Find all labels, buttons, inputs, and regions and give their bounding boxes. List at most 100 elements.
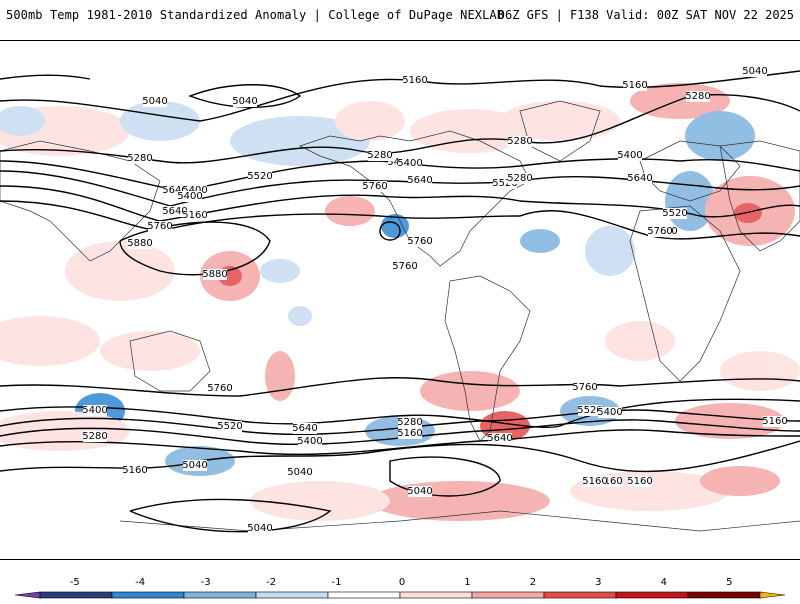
contour-label-bg xyxy=(123,465,147,476)
asia-east-outline xyxy=(719,140,800,252)
colorbar-tick-label: -5 xyxy=(70,577,80,588)
contour-5040-north xyxy=(0,74,91,80)
contour-label: 5760 xyxy=(572,382,597,393)
colorbar-tick-label: -1 xyxy=(332,577,342,588)
contour-label-bg xyxy=(743,66,767,77)
contour-label-bg xyxy=(163,206,187,217)
contour-label-bg xyxy=(128,238,152,249)
anomaly-map: 5040504051605160528050405280540056405280… xyxy=(0,40,800,560)
contour-label-bg xyxy=(763,416,787,427)
contour-label: 5520 xyxy=(247,171,272,182)
contour-label: 5160 xyxy=(182,210,207,221)
contour-label-bg xyxy=(493,178,517,189)
contour-label-bg xyxy=(508,173,532,184)
anomaly-patch xyxy=(734,203,762,223)
contour-label-bg xyxy=(408,175,432,186)
anomaly-patch xyxy=(500,101,620,141)
contour-label: 5880 xyxy=(202,269,227,280)
anomaly-patch xyxy=(120,101,200,141)
contour-label: 5160 xyxy=(397,428,422,439)
colorbar-max-arrow xyxy=(759,591,786,599)
contour-label: 5400 xyxy=(397,158,422,169)
contour-label-bg xyxy=(183,210,207,221)
contour-label-bg xyxy=(83,431,107,442)
contour-label: 5160 xyxy=(582,476,607,487)
contour-5520-south xyxy=(0,409,800,436)
contour-label: 5040 xyxy=(407,486,432,497)
contour-label: 5640 xyxy=(487,433,512,444)
contour-label-bg xyxy=(686,91,710,102)
anomaly-patch xyxy=(420,371,520,411)
contour-label-bg xyxy=(293,423,317,434)
contour-label: 5760 xyxy=(362,181,387,192)
contour-label: 5040 xyxy=(142,96,167,107)
colorbar-tick-label: 4 xyxy=(661,577,667,588)
north-america-outline xyxy=(299,130,531,267)
contour-label-bg xyxy=(578,405,602,416)
contour-5880-pacific xyxy=(119,221,271,276)
map-canvas: 5040504051605160528050405280540056405280… xyxy=(0,66,800,534)
anomaly-patch xyxy=(100,331,200,371)
contour-label: 5280 xyxy=(82,431,107,442)
contour-label: 5400 xyxy=(182,185,207,196)
contour-5640-south xyxy=(0,398,800,429)
contour-label-bg xyxy=(398,417,422,428)
colorbar-tick-label: -2 xyxy=(266,577,276,588)
anomaly-patch xyxy=(0,106,45,136)
anomaly-patch xyxy=(520,229,560,253)
contour-label: 5520 xyxy=(217,421,242,432)
south-america-outline xyxy=(444,275,531,442)
anomaly-patch xyxy=(675,403,785,439)
contour-label-bg xyxy=(203,269,227,280)
contour-label: 5640 xyxy=(162,185,187,196)
contour-label-bg xyxy=(178,191,202,202)
contour-label: 5520 xyxy=(492,178,517,189)
anomaly-patch xyxy=(381,214,409,238)
colorbar-tick-label: 5 xyxy=(726,577,732,588)
contour-label: 5280 xyxy=(127,153,152,164)
anomaly-colorbar: -5 -4 -3 -2 -1 0 1 2 3 4 5 xyxy=(0,570,800,600)
contour-label: 5040 xyxy=(247,523,272,534)
contour-label: 5760 xyxy=(392,261,417,272)
contour-label: 5040 xyxy=(287,467,312,478)
contour-label-bg xyxy=(403,75,427,86)
contour-labels: 5040504051605160528050405280540056405280… xyxy=(82,66,788,534)
colorbar-tick-label: -3 xyxy=(201,577,211,588)
colorbar-segment xyxy=(183,591,257,599)
contour-5760-south xyxy=(0,377,800,397)
colorbar-tick-label: 3 xyxy=(595,577,601,588)
contour-label-bg xyxy=(628,476,652,487)
contour-label-bg xyxy=(248,523,272,534)
contour-label-bg xyxy=(583,476,607,487)
colorbar-svg: -5 -4 -3 -2 -1 0 1 2 3 4 5 xyxy=(14,577,786,599)
contour-label: 5760 xyxy=(147,221,172,232)
contour-label: 5640 xyxy=(627,173,652,184)
contour-5040-pacific xyxy=(188,84,302,108)
contour-label: 5160 xyxy=(622,80,647,91)
contour-label-bg xyxy=(398,428,422,439)
contour-label: 5040 xyxy=(232,96,257,107)
anomaly-shading xyxy=(0,83,800,521)
anomaly-patch xyxy=(265,351,295,401)
anomaly-patch xyxy=(700,466,780,496)
anomaly-patch xyxy=(230,116,370,166)
model-run-info: 06Z GFS | F138 Valid: 00Z SAT NOV 22 202… xyxy=(497,8,794,22)
contour-label-bg xyxy=(363,181,387,192)
contour-label-bg xyxy=(183,185,207,196)
colorbar-tick-label: -4 xyxy=(135,577,145,588)
anomaly-patch xyxy=(720,351,800,391)
contour-label-bg xyxy=(508,136,532,147)
contour-label-bg xyxy=(408,236,432,247)
colorbar-segment xyxy=(327,591,401,599)
contour-label-bg xyxy=(628,173,652,184)
contour-label: 5280 xyxy=(367,150,392,161)
contour-5040-south xyxy=(129,498,332,533)
anomaly-patch xyxy=(260,259,300,283)
contour-label-bg xyxy=(618,150,642,161)
contour-label-bg xyxy=(143,96,167,107)
contour-5640-north xyxy=(0,185,800,222)
contour-label: 5280 xyxy=(507,173,532,184)
africa-outline xyxy=(629,205,741,382)
anomaly-patch xyxy=(585,226,635,276)
colorbar-segment xyxy=(543,591,617,599)
